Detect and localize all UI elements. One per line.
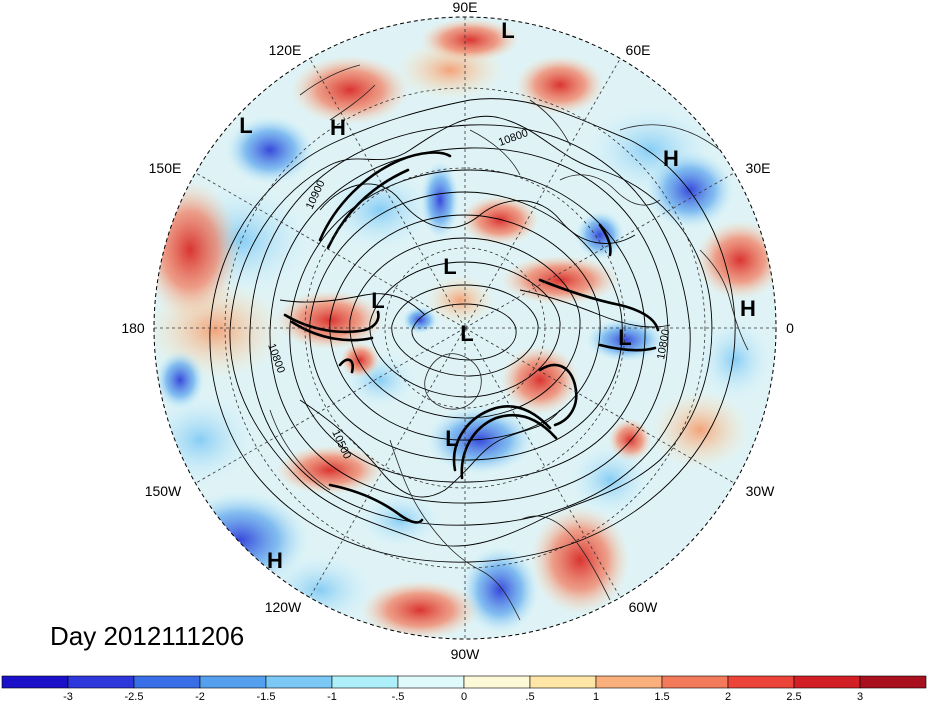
- longitude-label: 30W: [746, 483, 776, 499]
- colorbar-tick-label: -2.5: [125, 691, 144, 702]
- graticule: [154, 17, 776, 639]
- longitude-label: 30E: [746, 160, 771, 176]
- coastlines: [269, 64, 761, 621]
- low-marker: L: [460, 321, 473, 346]
- colorbar-box: [133, 675, 201, 689]
- colorbar-tick-label: 2.5: [786, 691, 801, 702]
- longitude-labels: 90E 60E 120E 150E 30E 180 0 150W 30W 120…: [121, 0, 794, 662]
- colorbar-tick-label: -3: [63, 691, 73, 702]
- colorbar-tick-label: 3: [857, 691, 863, 702]
- colorbar-box: [529, 675, 597, 689]
- high-marker: H: [267, 548, 283, 573]
- colorbar-box: [793, 675, 861, 689]
- colorbar-box: [67, 675, 135, 689]
- colorbar-tick-label: 2: [725, 691, 731, 702]
- longitude-label: 60W: [629, 599, 659, 615]
- colorbar-box: [859, 675, 927, 689]
- colorbar-tick-label: -.5: [392, 691, 405, 702]
- colorbar-tick-label: -2: [195, 691, 205, 702]
- contour-label: 10800: [655, 328, 672, 360]
- longitude-label: 150E: [149, 160, 182, 176]
- day-title: Day 2012111206: [50, 621, 244, 651]
- longitude-label: 60E: [626, 42, 651, 58]
- colorbar-tick-label: 1: [593, 691, 599, 702]
- colorbar-box: [661, 675, 729, 689]
- colorbar-tick-label: -1.5: [257, 691, 276, 702]
- longitude-label: 90W: [451, 646, 481, 662]
- low-marker: L: [618, 325, 631, 350]
- colorbar: -3 -2.5 -2 -1.5 -1 -.5 0 .5 1 1.5 2 2.5 3: [1, 675, 927, 703]
- high-marker: H: [663, 146, 679, 171]
- low-marker: L: [371, 288, 384, 313]
- colorbar-box: [397, 675, 465, 689]
- low-marker: L: [501, 18, 514, 43]
- longitude-label: 0: [786, 320, 794, 336]
- pressure-markers: L L H H L L L H L L H: [239, 18, 756, 573]
- longitude-label: 120E: [269, 42, 302, 58]
- longitude-label: 180: [121, 320, 145, 336]
- low-marker: L: [239, 113, 252, 138]
- colorbar-tick-label: 1.5: [654, 691, 669, 702]
- height-contours: [209, 98, 736, 563]
- colorbar-box: [463, 675, 531, 689]
- jet-contours: [283, 151, 660, 524]
- colorbar-tick-label: -1: [327, 691, 337, 702]
- colorbar-box: [727, 675, 795, 689]
- colorbar-tick-label: 0: [461, 691, 467, 702]
- high-marker: H: [330, 115, 346, 140]
- colorbar-tick-label: .5: [525, 691, 534, 702]
- colorbar-box: [199, 675, 267, 689]
- colorbar-box: [1, 675, 69, 689]
- high-marker: H: [740, 296, 756, 321]
- colorbar-box: [595, 675, 663, 689]
- map-border: [153, 16, 777, 640]
- colorbar-box: [265, 675, 333, 689]
- longitude-label: 90E: [453, 0, 478, 15]
- low-marker: L: [443, 254, 456, 279]
- low-marker: L: [445, 426, 458, 451]
- colorbar-box: [331, 675, 399, 689]
- longitude-label: 120W: [265, 599, 302, 615]
- longitude-label: 150W: [145, 483, 182, 499]
